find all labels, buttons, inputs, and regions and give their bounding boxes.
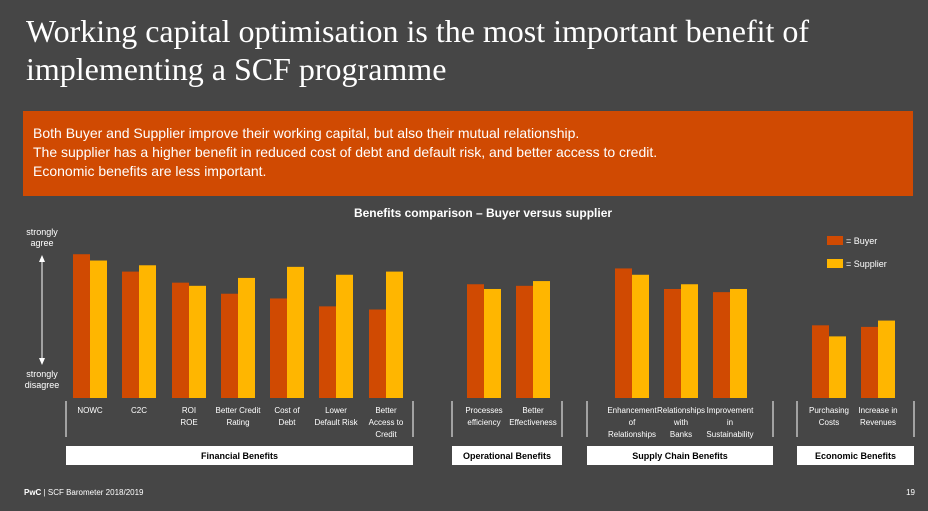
y-axis-bottom-label-line2: disagree bbox=[25, 380, 60, 390]
category-label: Revenues bbox=[860, 418, 896, 427]
category-label: Costs bbox=[819, 418, 839, 427]
bar-buyer bbox=[319, 306, 336, 398]
bar-supplier bbox=[139, 265, 156, 398]
bar-supplier bbox=[336, 274, 353, 398]
bar-supplier bbox=[189, 285, 206, 398]
bar-buyer bbox=[221, 293, 238, 398]
category-label: Lower bbox=[325, 406, 347, 415]
category-label: Access to bbox=[369, 418, 404, 427]
group-band bbox=[66, 446, 413, 465]
category-label: Rating bbox=[226, 418, 249, 427]
legend-label-buyer: = Buyer bbox=[846, 236, 877, 246]
bar-supplier bbox=[878, 320, 895, 398]
callout-line-1: Both Buyer and Supplier improve their wo… bbox=[33, 125, 580, 141]
bar-buyer bbox=[122, 271, 139, 398]
bar-supplier bbox=[90, 260, 107, 398]
category-label: Better Credit bbox=[216, 406, 262, 415]
footer-brand: PwC bbox=[24, 488, 42, 497]
bar-buyer bbox=[664, 288, 681, 398]
bar-buyer bbox=[812, 325, 829, 398]
category-label: Cost of bbox=[274, 406, 300, 415]
category-label: Default Risk bbox=[314, 418, 358, 427]
bar-supplier bbox=[681, 284, 698, 398]
bar-buyer bbox=[467, 284, 484, 398]
category-label: NOWC bbox=[77, 406, 103, 415]
bar-buyer bbox=[861, 326, 878, 398]
key-findings-callout: Both Buyer and Supplier improve their wo… bbox=[23, 111, 913, 196]
bar-buyer bbox=[516, 285, 533, 398]
page-number: 19 bbox=[906, 488, 915, 497]
bar-supplier bbox=[287, 266, 304, 398]
y-axis-bottom-label: strongly bbox=[26, 369, 58, 379]
bar-supplier bbox=[829, 336, 846, 398]
category-label: ROI bbox=[182, 406, 196, 415]
footer-text: SCF Barometer 2018/2019 bbox=[47, 488, 144, 497]
category-label: Purchasing bbox=[809, 406, 849, 415]
legend-swatch-supplier bbox=[827, 259, 843, 268]
bar-buyer bbox=[270, 298, 287, 398]
group-label: Supply Chain Benefits bbox=[632, 451, 728, 461]
bar-buyer bbox=[713, 292, 730, 398]
category-label: Effectiveness bbox=[509, 418, 556, 427]
category-label: Better bbox=[375, 406, 397, 415]
category-label: Increase in bbox=[858, 406, 897, 415]
category-label: with bbox=[673, 418, 688, 427]
footer-source: PwC | SCF Barometer 2018/2019 bbox=[24, 488, 144, 497]
bar-supplier bbox=[484, 288, 501, 398]
category-label: Relationships bbox=[657, 406, 705, 415]
category-label: Relationships bbox=[608, 430, 656, 439]
chart-title: Benefits comparison – Buyer versus suppl… bbox=[354, 206, 612, 220]
y-axis-arrow-up-icon bbox=[39, 255, 45, 262]
category-label: Sustainability bbox=[706, 430, 753, 439]
category-label: Better bbox=[522, 406, 544, 415]
category-label: Enhancement bbox=[607, 406, 657, 415]
bar-buyer bbox=[172, 282, 189, 398]
callout-line-3: Economic benefits are less important. bbox=[33, 163, 267, 179]
bar-supplier bbox=[730, 288, 747, 398]
group-band bbox=[587, 446, 773, 465]
category-label: Credit bbox=[375, 430, 397, 439]
legend-swatch-buyer bbox=[827, 236, 843, 245]
y-axis-top-label-line2: agree bbox=[30, 238, 53, 248]
bar-supplier bbox=[533, 281, 550, 398]
category-label: Processes bbox=[465, 406, 502, 415]
category-label: Banks bbox=[670, 430, 692, 439]
category-label: C2C bbox=[131, 406, 147, 415]
category-label: Debt bbox=[279, 418, 297, 427]
bar-buyer bbox=[615, 268, 632, 398]
group-band bbox=[452, 446, 562, 465]
group-band bbox=[797, 446, 914, 465]
bar-buyer bbox=[369, 309, 386, 398]
group-label: Operational Benefits bbox=[463, 451, 551, 461]
bar-supplier bbox=[386, 271, 403, 398]
bar-buyer bbox=[73, 254, 90, 398]
y-axis-top-label: strongly bbox=[26, 227, 58, 237]
category-label: ROE bbox=[180, 418, 197, 427]
category-label: Improvement bbox=[707, 406, 754, 415]
bar-supplier bbox=[632, 274, 649, 398]
category-label: efficiency bbox=[467, 418, 500, 427]
category-label: of bbox=[629, 418, 636, 427]
group-label: Financial Benefits bbox=[201, 451, 278, 461]
legend-label-supplier: = Supplier bbox=[846, 259, 887, 269]
callout-line-2: The supplier has a higher benefit in red… bbox=[33, 144, 658, 160]
group-label: Economic Benefits bbox=[815, 451, 896, 461]
category-label: in bbox=[727, 418, 733, 427]
bar-supplier bbox=[238, 277, 255, 398]
y-axis-arrow-down-icon bbox=[39, 358, 45, 365]
slide-title: Working capital optimisation is the most… bbox=[26, 13, 810, 87]
